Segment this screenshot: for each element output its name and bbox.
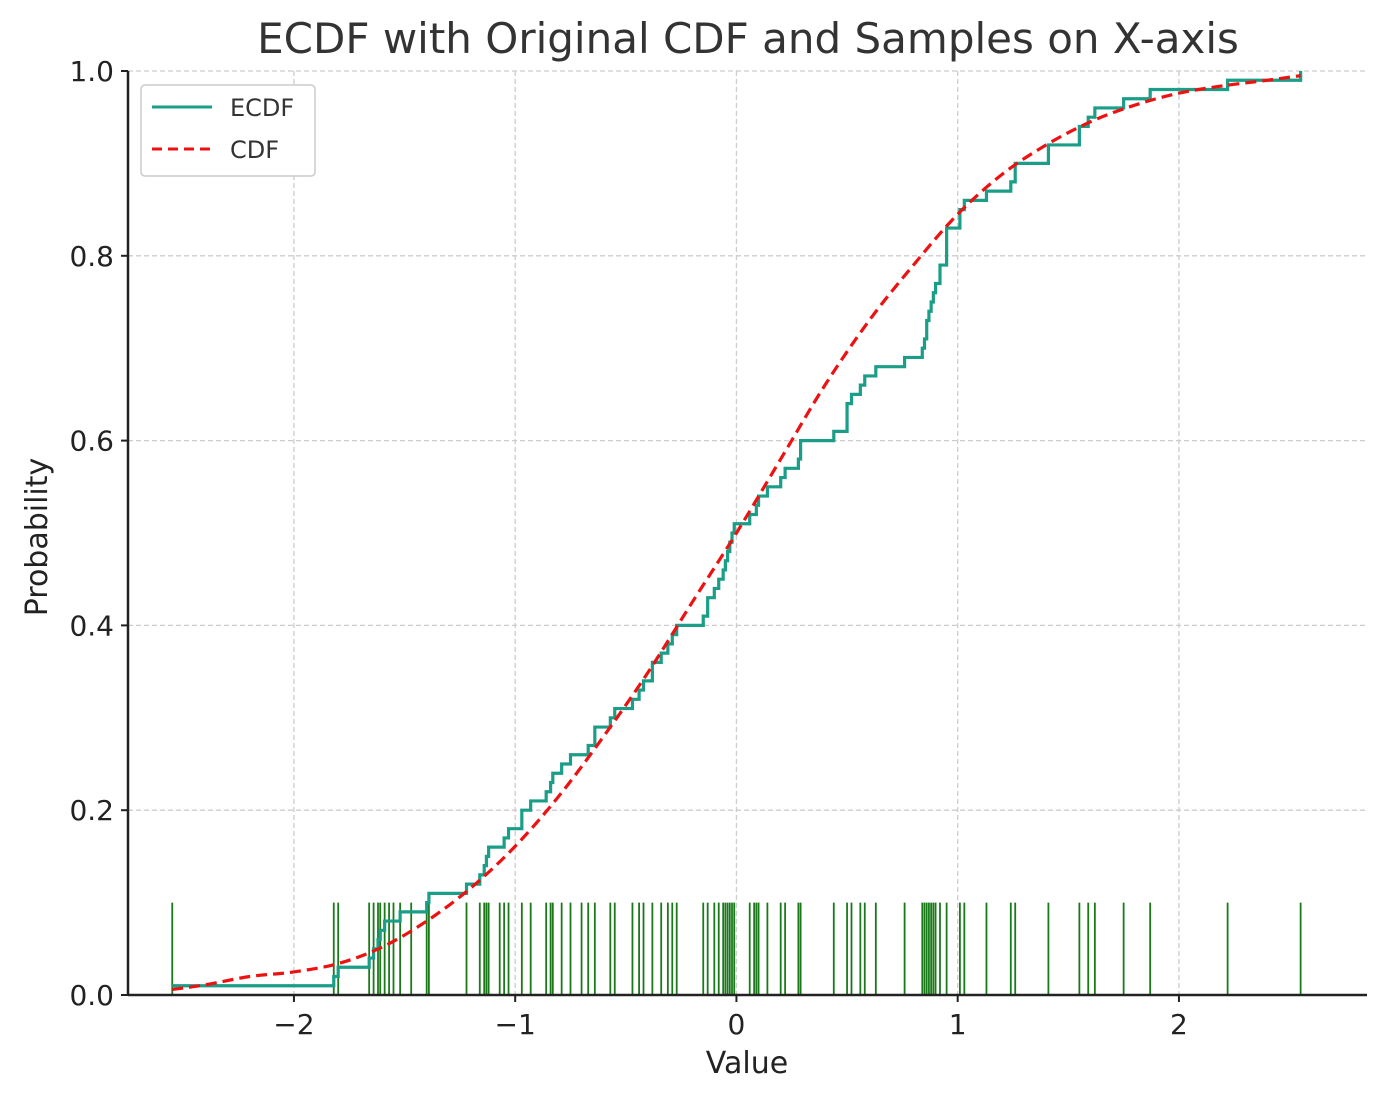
x-tick-label: 1 — [949, 1008, 967, 1041]
x-axis-ticks: −2 −1 0 1 2 — [273, 995, 1188, 1041]
grid-lines — [128, 70, 1367, 996]
sample-rug — [171, 902, 1302, 995]
legend-cdf-label: CDF — [230, 136, 279, 164]
y-axis-label: Probability — [20, 458, 55, 617]
y-tick-label: 0.4 — [69, 609, 114, 642]
y-axis-ticks: 0.0 0.2 0.4 0.6 0.8 1.0 — [69, 55, 128, 1012]
x-axis-label: Value — [706, 1046, 788, 1081]
legend-ecdf-label: ECDF — [230, 94, 294, 122]
legend: ECDF CDF — [140, 84, 316, 177]
x-tick-label: −1 — [495, 1008, 536, 1041]
ecdf-line — [172, 71, 1303, 988]
y-tick-label: 1.0 — [69, 55, 114, 88]
y-tick-label: 0.2 — [69, 794, 114, 827]
x-tick-label: 0 — [728, 1008, 746, 1041]
cdf-line — [172, 74, 1301, 992]
cdf-series — [172, 74, 1301, 992]
x-tick-label: 2 — [1170, 1008, 1188, 1041]
y-tick-label: 0.8 — [69, 240, 114, 273]
x-tick-label: −2 — [273, 1008, 314, 1041]
chart-title: ECDF with Original CDF and Samples on X-… — [257, 14, 1239, 63]
y-tick-label: 0.0 — [69, 979, 114, 1012]
y-tick-label: 0.6 — [69, 425, 114, 458]
ecdf-series — [172, 71, 1303, 988]
